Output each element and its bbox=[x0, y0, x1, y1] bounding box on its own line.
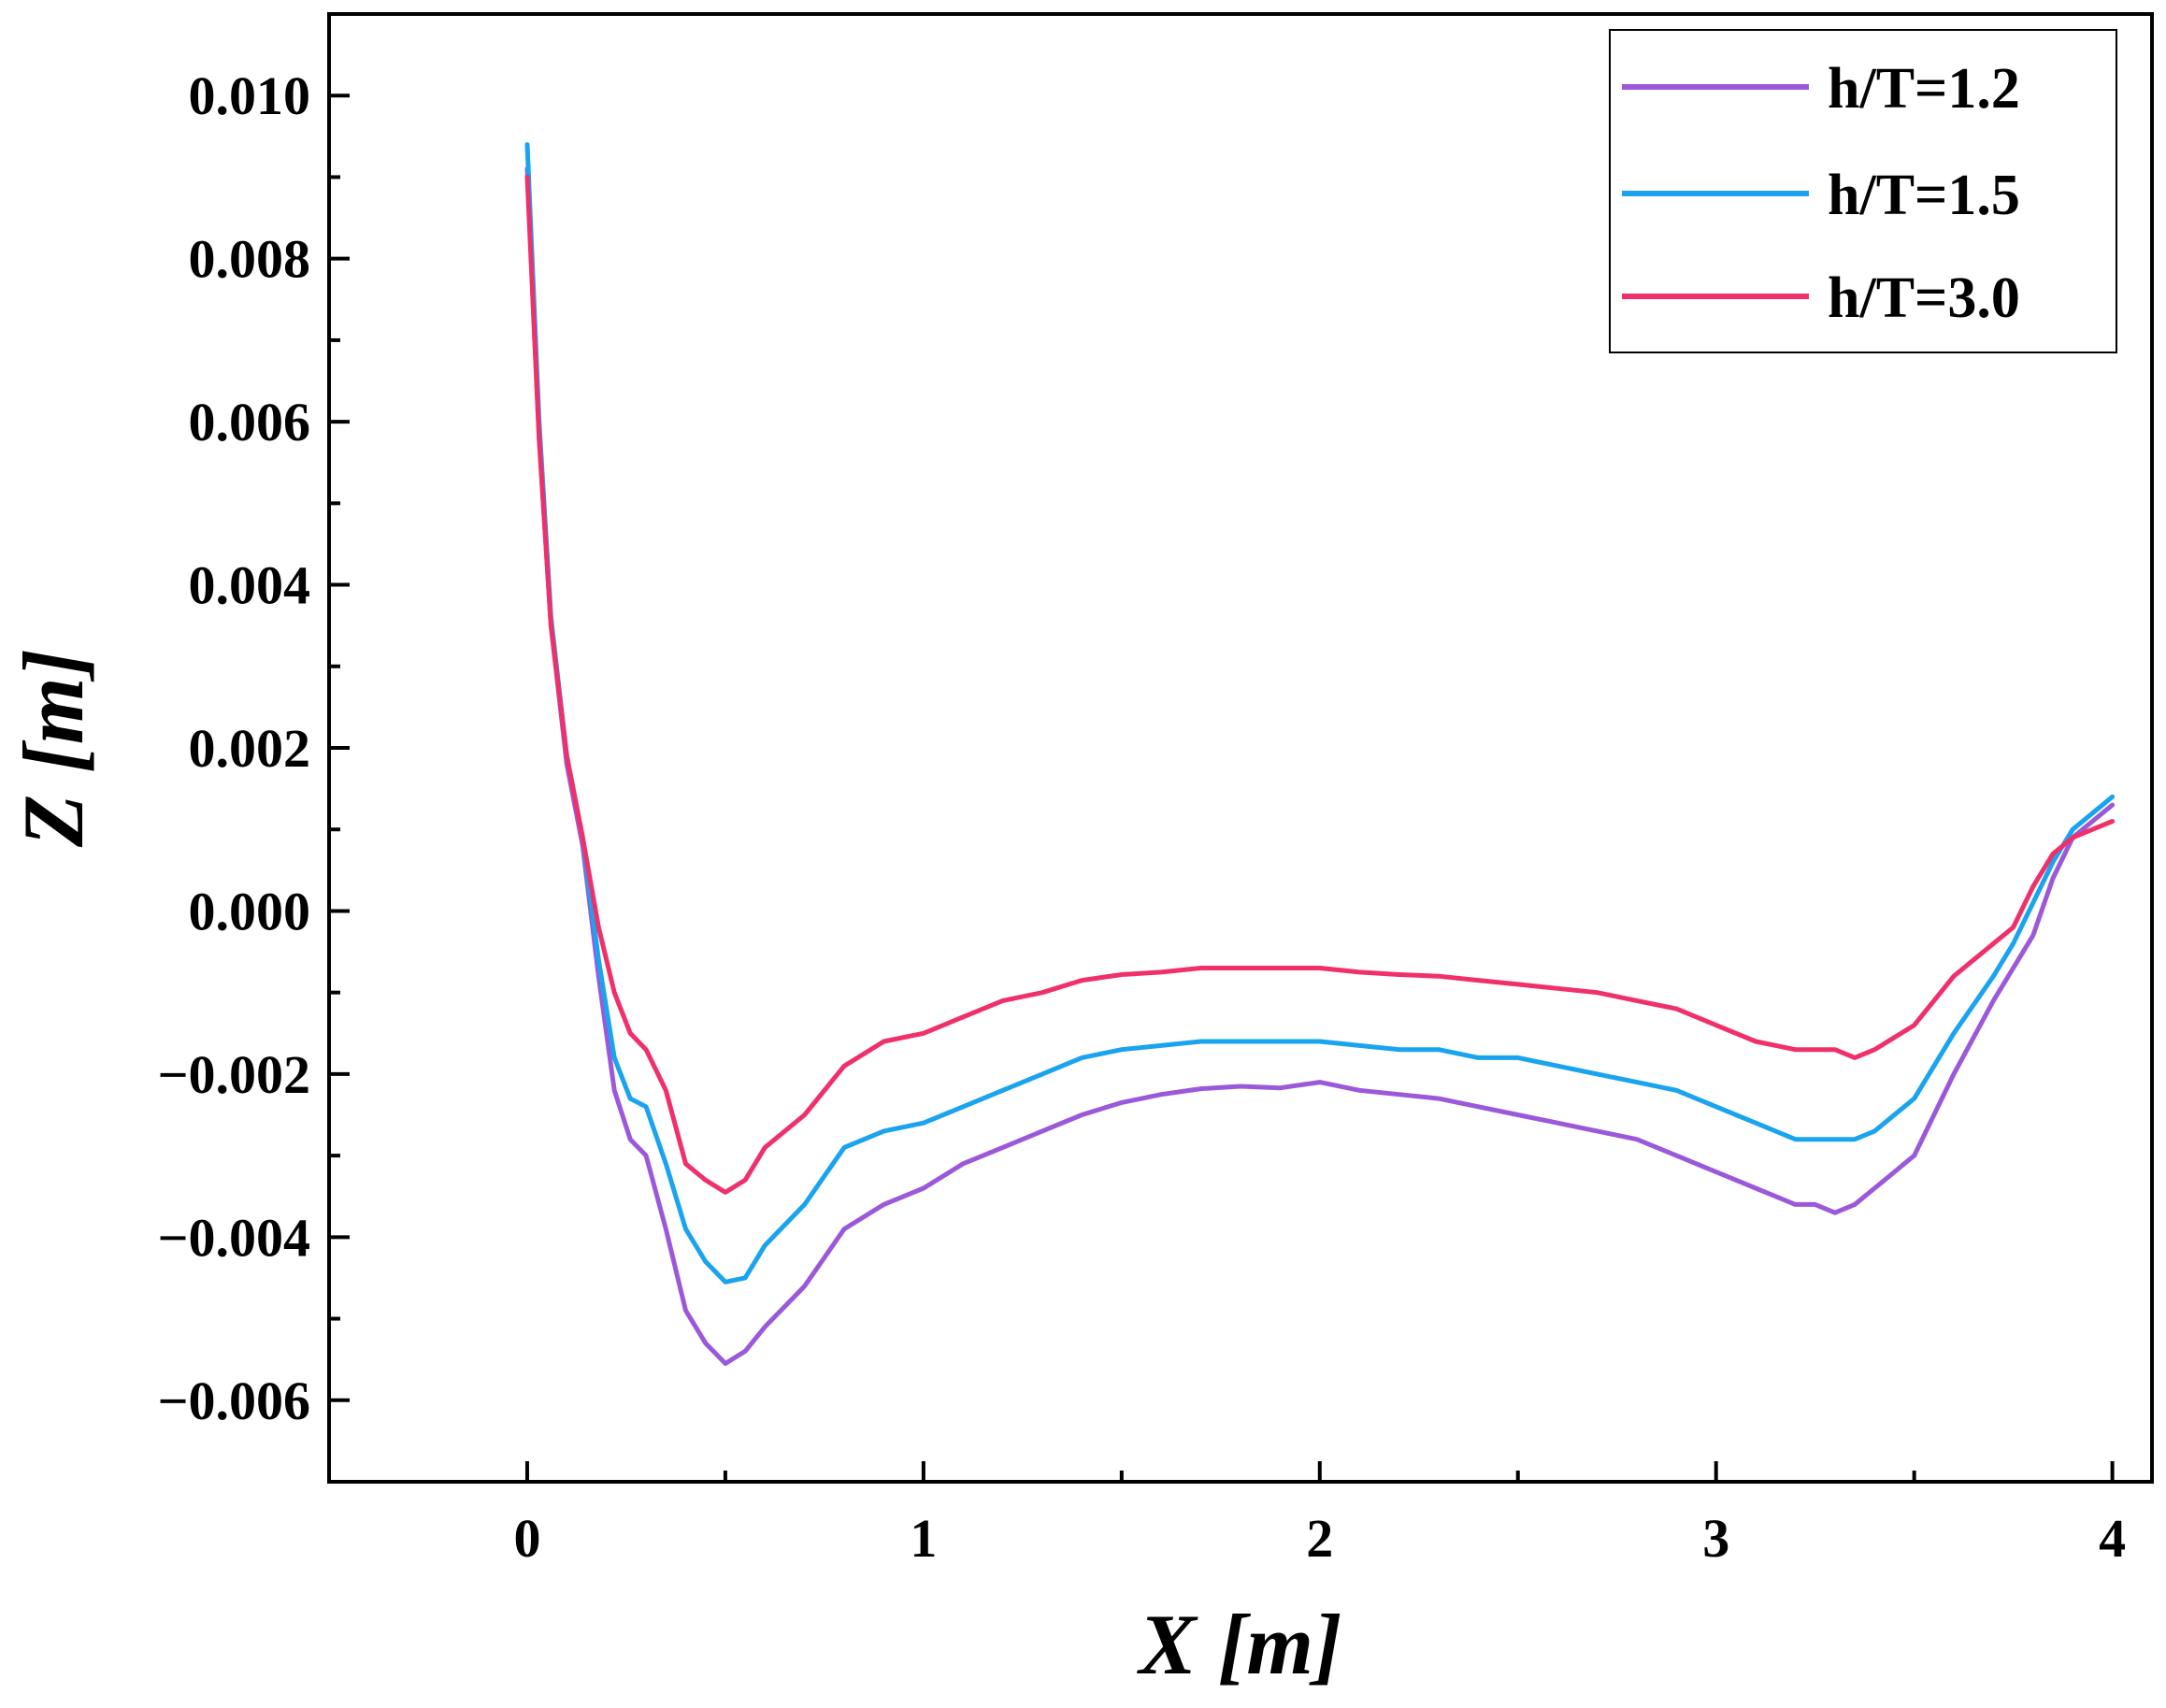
x-tick-label: 2 bbox=[1306, 1508, 1333, 1569]
y-tick-label: 0.000 bbox=[189, 881, 311, 941]
series-line-h-t-1-2 bbox=[524, 166, 2116, 1366]
x-axis-ticks: 0 1 2 3 4 bbox=[327, 1461, 2126, 1569]
legend-label-h-t-3-0: h/T=3.0 bbox=[1828, 266, 2020, 330]
legend-label-h-t-1-5: h/T=1.5 bbox=[1828, 164, 2020, 227]
legend: h/T=1.2 h/T=1.5 h/T=3.0 bbox=[1609, 29, 2117, 353]
series-line-h-t-3-0 bbox=[524, 174, 2116, 1195]
plot-frame bbox=[327, 12, 2154, 1484]
y-axis-label: Z [m] bbox=[6, 649, 101, 848]
y-tick-label: −0.002 bbox=[157, 1044, 310, 1105]
series-layer bbox=[524, 142, 2116, 1366]
x-tick-label: 4 bbox=[2099, 1508, 2126, 1569]
y-axis-ticks: −0.006 −0.004 −0.002 0.000 0.002 0.004 0.006 0.… bbox=[157, 12, 350, 1484]
y-tick-label: 0.002 bbox=[189, 718, 311, 779]
x-tick-label: 0 bbox=[513, 1508, 540, 1569]
y-tick-label: 0.008 bbox=[189, 229, 311, 290]
y-tick-label: −0.004 bbox=[157, 1207, 310, 1268]
x-tick-label: 1 bbox=[910, 1508, 937, 1569]
legend-label-h-t-1-2: h/T=1.2 bbox=[1828, 57, 2020, 121]
y-tick-label: 0.006 bbox=[189, 392, 311, 452]
y-tick-label: 0.010 bbox=[189, 65, 311, 126]
x-axis-label: X [m] bbox=[1136, 1597, 1341, 1692]
x-tick-label: 3 bbox=[1702, 1508, 1729, 1569]
y-tick-label: −0.006 bbox=[157, 1371, 310, 1431]
series-line-h-t-1-5 bbox=[524, 142, 2116, 1285]
y-tick-label: 0.004 bbox=[189, 555, 311, 616]
